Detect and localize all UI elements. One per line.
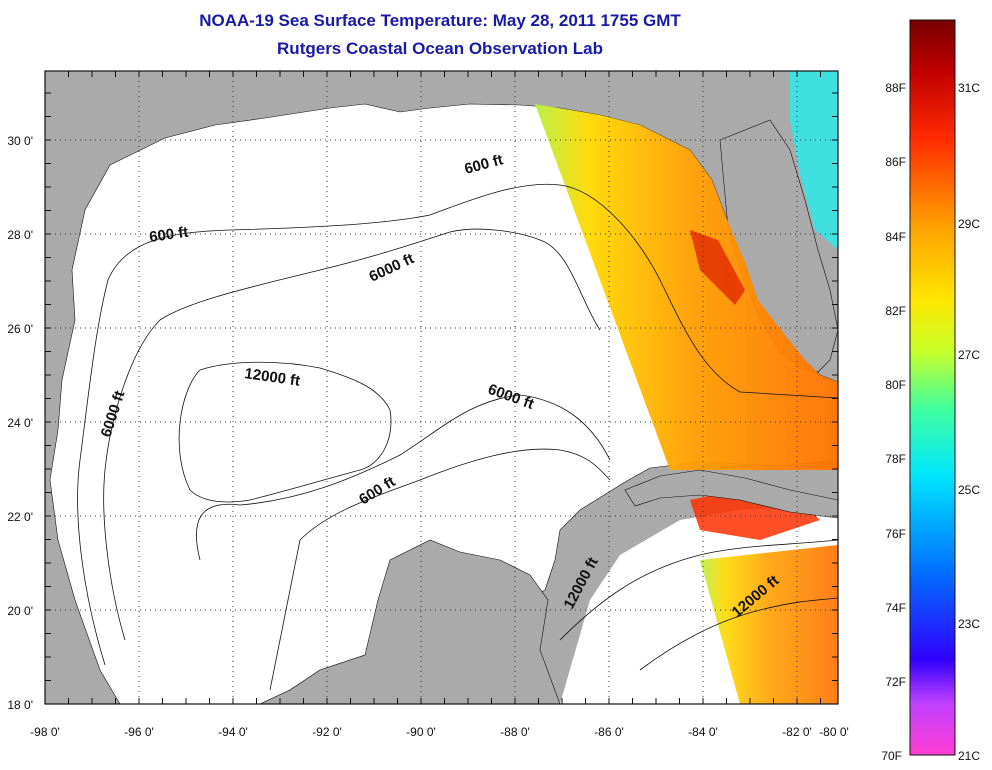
atlantic-water <box>790 71 838 250</box>
lon-tick-label: -82 0' <box>782 725 812 739</box>
contour-600ft-campeche <box>269 448 611 691</box>
axis-ticks <box>44 71 838 705</box>
contour-6000ft-west <box>103 228 601 641</box>
lat-tick-label: 20 0' <box>7 604 33 618</box>
lat-tick-label: 26 0' <box>7 322 33 336</box>
sst-southern-swath <box>700 545 838 704</box>
lon-tick-label: -88 0' <box>500 725 530 739</box>
colorbar-c-label: 29C <box>958 217 980 231</box>
colorbar-f-label: 78F <box>885 452 906 466</box>
cuba-land <box>624 469 838 519</box>
lon-tick-label: -84 0' <box>688 725 718 739</box>
lon-tick-label: -98 0' <box>30 725 60 739</box>
yucatan-land <box>259 539 561 704</box>
contour-label: 600 ft <box>148 224 189 246</box>
colorbar-f-label: 86F <box>885 155 906 169</box>
contour-12000ft-caribbean <box>559 539 838 641</box>
contour-600ft-shelf <box>77 183 838 666</box>
colorbar-f-label: 76F <box>885 527 906 541</box>
lat-tick-label: 18 0' <box>7 698 33 712</box>
colorbar-c-label: 21C <box>958 749 980 763</box>
contour-12000ft <box>178 361 392 503</box>
colorbar-f-label: 82F <box>885 304 906 318</box>
depth-contours <box>77 183 838 691</box>
colorbar <box>909 19 956 756</box>
colorbar-c-label: 25C <box>958 483 980 497</box>
colorbar-c-label: 27C <box>958 348 980 362</box>
colorbar-celsius-labels: 31C 29C 27C 25C 23C 21C <box>958 81 980 763</box>
colorbar-f-label: 74F <box>885 601 906 615</box>
sst-hotspot <box>690 230 745 305</box>
lon-tick-label: -86 0' <box>594 725 624 739</box>
lat-tick-label: 28 0' <box>7 228 33 242</box>
map-title: NOAA-19 Sea Surface Temperature: May 28,… <box>199 11 681 30</box>
lat-tick-label: 30 0' <box>7 134 33 148</box>
lon-tick-label: -92 0' <box>312 725 342 739</box>
lon-tick-label: -94 0' <box>218 725 248 739</box>
colorbar-c-label: 23C <box>958 617 980 631</box>
colorbar-c-label: 31C <box>958 81 980 95</box>
lon-tick-label: -80 0' <box>819 725 849 739</box>
colorbar-f-label: 70F <box>881 749 902 763</box>
colorbar-f-label: 80F <box>885 378 906 392</box>
longitude-labels: -98 0' -96 0' -94 0' -92 0' -90 0' -88 0… <box>30 725 849 739</box>
map-subtitle: Rutgers Coastal Ocean Observation Lab <box>277 39 603 58</box>
lat-tick-label: 22 0' <box>7 510 33 524</box>
colorbar-f-label: 88F <box>885 81 906 95</box>
colorbar-f-label: 84F <box>885 230 906 244</box>
lon-tick-label: -96 0' <box>124 725 154 739</box>
latitude-labels: 18 0' 20 0' 22 0' 24 0' 26 0' 28 0' 30 0… <box>7 134 33 712</box>
lat-tick-label: 24 0' <box>7 416 33 430</box>
sst-swath <box>535 104 838 470</box>
contour-caribbean-lower <box>639 597 838 671</box>
map-frame <box>44 70 839 705</box>
graticule <box>45 71 838 704</box>
lon-tick-label: -90 0' <box>406 725 436 739</box>
colorbar-fahrenheit-labels: 88F 86F 84F 82F 80F 78F 76F 74F 72F 70F <box>881 81 906 763</box>
colorbar-f-label: 72F <box>885 675 906 689</box>
contour-6000ft-south <box>196 394 611 561</box>
